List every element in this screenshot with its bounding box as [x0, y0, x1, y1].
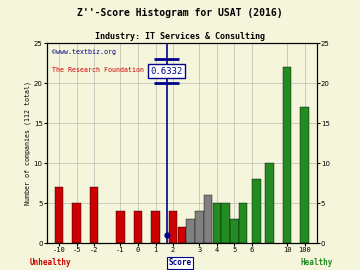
- Bar: [221, 203, 230, 243]
- Bar: [134, 211, 142, 243]
- Bar: [230, 219, 239, 243]
- Bar: [265, 163, 274, 243]
- Bar: [90, 187, 98, 243]
- Bar: [252, 179, 261, 243]
- Y-axis label: Number of companies (112 total): Number of companies (112 total): [24, 81, 31, 205]
- Bar: [204, 195, 212, 243]
- Bar: [213, 203, 221, 243]
- Bar: [169, 211, 177, 243]
- Text: Score: Score: [168, 258, 192, 267]
- Bar: [239, 203, 247, 243]
- Bar: [300, 107, 309, 243]
- Text: 0.6332: 0.6332: [150, 67, 183, 76]
- Text: ©www.textbiz.org: ©www.textbiz.org: [52, 49, 116, 55]
- Bar: [55, 187, 63, 243]
- Text: Unhealthy: Unhealthy: [30, 258, 71, 267]
- Bar: [283, 67, 291, 243]
- Bar: [177, 227, 186, 243]
- Text: Healthy: Healthy: [301, 258, 333, 267]
- Text: Z''-Score Histogram for USAT (2016): Z''-Score Histogram for USAT (2016): [77, 8, 283, 18]
- Bar: [195, 211, 203, 243]
- Text: Industry: IT Services & Consulting: Industry: IT Services & Consulting: [95, 32, 265, 41]
- Bar: [186, 219, 195, 243]
- Bar: [72, 203, 81, 243]
- Bar: [151, 211, 160, 243]
- Bar: [116, 211, 125, 243]
- Text: The Research Foundation of SUNY: The Research Foundation of SUNY: [52, 67, 176, 73]
